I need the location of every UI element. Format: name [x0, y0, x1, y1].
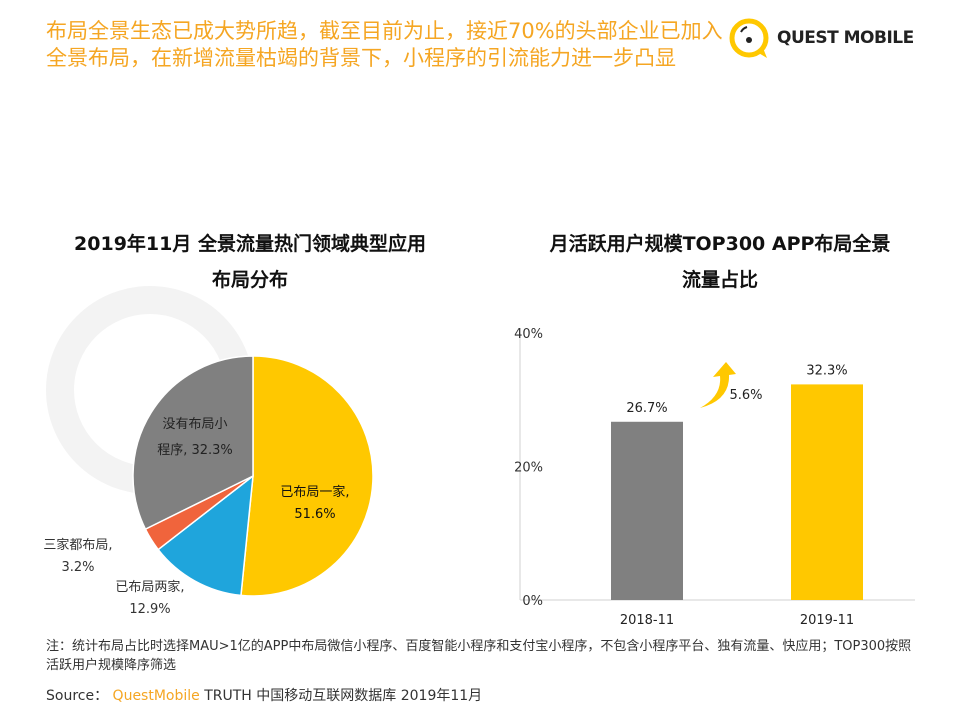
- bar-title: 月活跃用户规模TOP300 APP布局全景 流量占比: [500, 226, 940, 298]
- bar: [611, 421, 683, 600]
- bar-title-line: 流量占比: [681, 269, 758, 291]
- y-tick-label: 40%: [514, 327, 543, 342]
- pie-value-label: 51.6%: [294, 507, 335, 522]
- pie-slice: [240, 355, 374, 597]
- pie-slice: [157, 474, 254, 597]
- bar-title-line: 月活跃用户规模TOP300 APP布局全景: [549, 233, 891, 255]
- quest-mobile-logo-icon: [729, 18, 769, 58]
- logo: QUEST MOBILE: [727, 16, 914, 60]
- pie-title-line: 2019年11月 全景流量热门领域典型应用: [74, 233, 426, 255]
- up-arrow-icon: [700, 362, 736, 408]
- source: Source： QuestMobile TRUTH 中国移动互联网数据库 201…: [46, 685, 482, 705]
- y-tick-label: 0%: [522, 594, 543, 609]
- page-title: 布局全景生态已成大势所趋，截至目前为止，接近70%的头部企业已加入全景布局，在新…: [46, 19, 723, 70]
- y-tick-label: 20%: [514, 461, 543, 476]
- growth-annotation: 5.6%: [729, 388, 762, 403]
- pie-slice: [132, 355, 254, 531]
- pie-label: 程序, 32.3%: [157, 443, 233, 458]
- pie-label: 已布局一家,: [280, 484, 349, 500]
- pie-label: 已布局两家,: [115, 579, 184, 595]
- logo-text: QUEST MOBILE: [777, 28, 914, 48]
- pie-value-label: 12.9%: [129, 602, 170, 617]
- bar: [791, 384, 863, 600]
- bar-value-label: 26.7%: [626, 401, 667, 416]
- bar-value-label: 32.3%: [806, 363, 847, 378]
- pie-value-label: 3.2%: [61, 560, 94, 575]
- pie-title: 2019年11月 全景流量热门领域典型应用 布局分布: [30, 226, 470, 298]
- source-brand: QuestMobile: [112, 688, 200, 704]
- x-tick-label: 2019-11: [800, 613, 854, 628]
- source-label: Source：: [46, 688, 109, 704]
- x-tick-label: 2018-11: [620, 613, 674, 628]
- pie-label: 三家都布局,: [43, 537, 112, 553]
- pie-label: 没有布局小: [162, 417, 227, 432]
- footnote: 注：统计布局占比时选择MAU>1亿的APP中布局微信小程序、百度智能小程序和支付…: [46, 639, 912, 673]
- pie-title-line: 布局分布: [211, 269, 288, 291]
- source-text: TRUTH 中国移动互联网数据库 2019年11月: [199, 688, 483, 704]
